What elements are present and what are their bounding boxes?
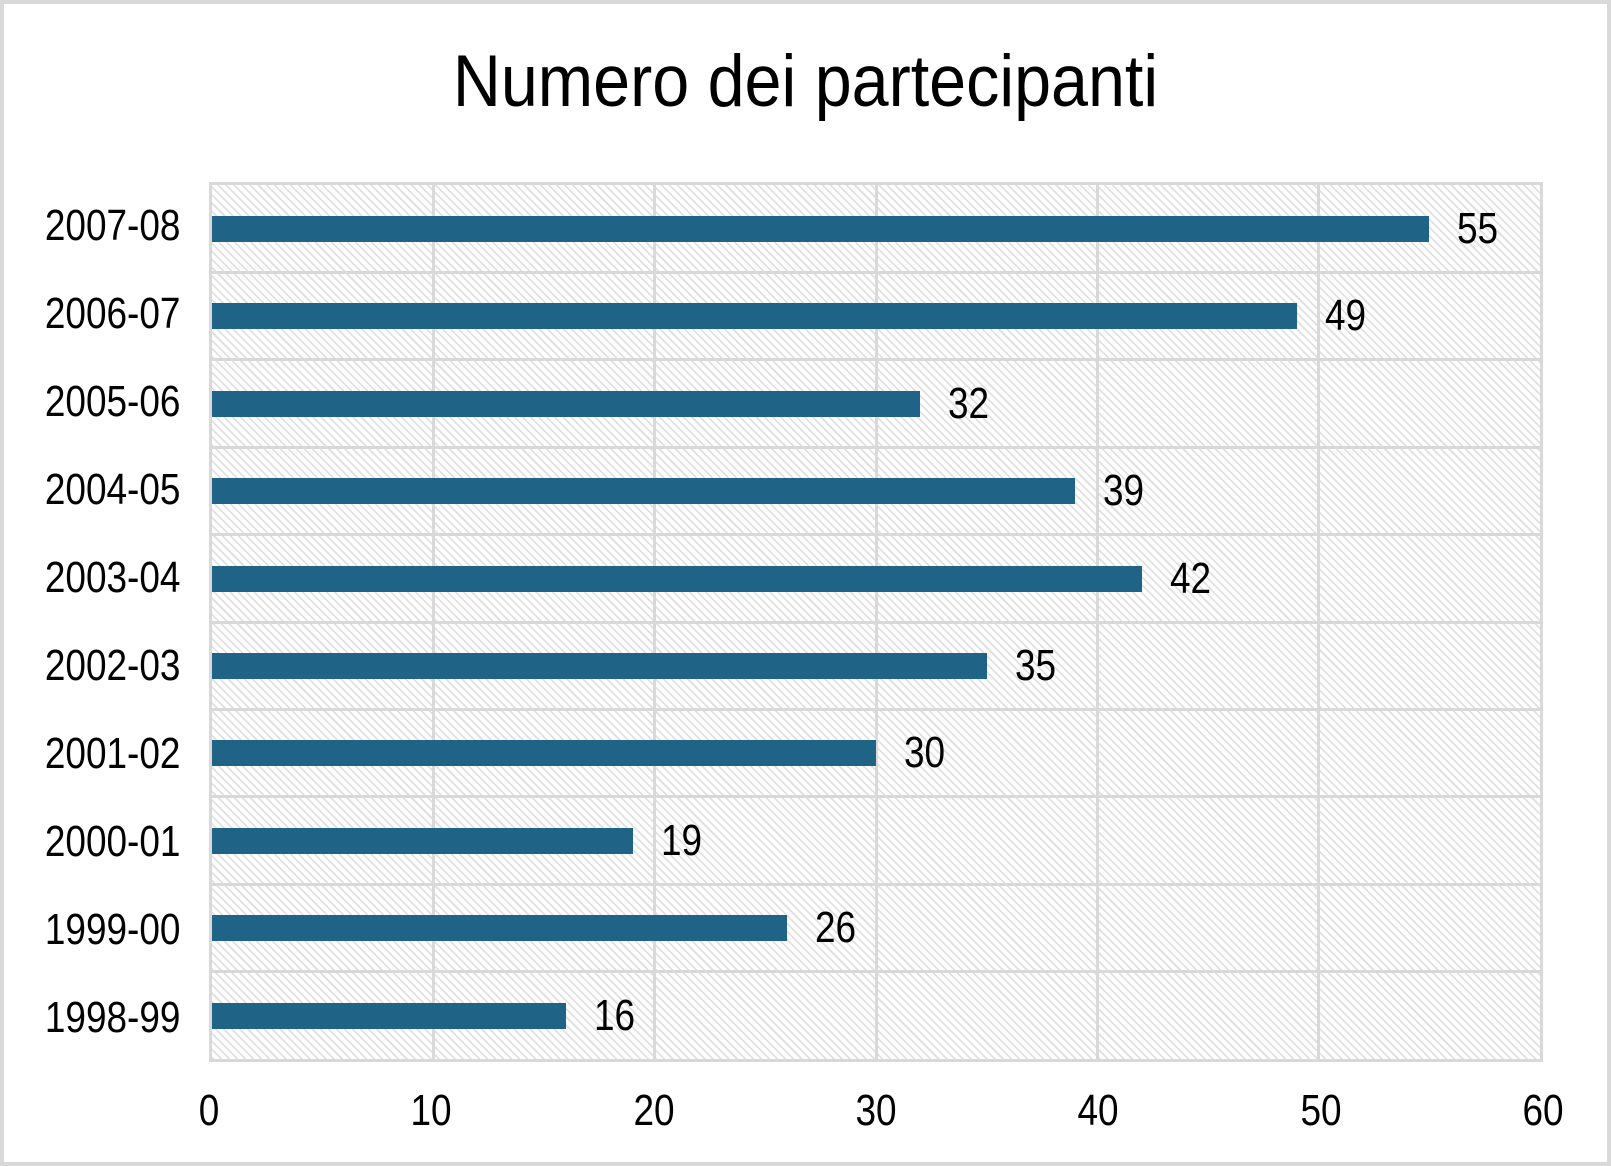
bar-value-label: 26 — [815, 906, 864, 950]
label-text: 42 — [1169, 553, 1211, 603]
horizontal-gridline — [212, 270, 1540, 274]
x-axis: 0 10 20 30 40 50 60 — [199, 1089, 1564, 1149]
bar — [212, 478, 1076, 505]
category-label: 1999-00 — [19, 908, 180, 952]
label-text: 30 — [904, 728, 946, 778]
category-label: 2000-01 — [19, 820, 180, 864]
bar-value-label: 55 — [1457, 207, 1506, 251]
bar — [212, 827, 633, 854]
label-text: 2000-01 — [44, 817, 180, 866]
label-text: 35 — [1014, 641, 1056, 690]
label-text: 60 — [1522, 1086, 1564, 1135]
label-text: 2007-08 — [44, 201, 180, 250]
horizontal-gridline — [212, 358, 1540, 362]
horizontal-gridline — [212, 707, 1540, 711]
bar — [212, 915, 788, 942]
label-text: 0 — [198, 1086, 220, 1135]
label-text: 40 — [1077, 1086, 1119, 1135]
label-text: 10 — [410, 1086, 452, 1135]
bar — [212, 565, 1142, 592]
label-text: 49 — [1324, 291, 1366, 341]
label-text: 26 — [815, 903, 857, 953]
horizontal-gridline — [212, 533, 1540, 537]
bar-value-label: 42 — [1169, 553, 1219, 603]
x-tick-label: 50 — [1296, 1089, 1345, 1133]
x-tick-label: 20 — [629, 1089, 678, 1133]
label-text: 2002-03 — [44, 641, 180, 690]
horizontal-gridline — [212, 795, 1540, 799]
label-text: 32 — [948, 378, 990, 428]
category-label: 2006-07 — [19, 292, 180, 336]
category-label: 2002-03 — [19, 644, 180, 688]
y-axis-labels: 2007-08 2006-07 2005-06 2004-05 2003-04 2002-… — [4, 182, 180, 1062]
x-tick-label: 0 — [197, 1089, 221, 1133]
plot-area: 55 49 32 39 42 35 30 19 26 16 — [209, 182, 1543, 1062]
bar-value-label: 32 — [948, 378, 997, 428]
x-tick-label: 60 — [1519, 1089, 1568, 1133]
label-text: 1998-99 — [44, 993, 180, 1042]
label-text: 2006-07 — [44, 289, 180, 338]
label-text: 16 — [594, 990, 636, 1040]
label-text: 30 — [855, 1086, 897, 1135]
bar — [212, 740, 876, 767]
x-tick-label: 10 — [407, 1089, 456, 1133]
label-text: 19 — [660, 815, 702, 865]
bar-value-label: 39 — [1103, 469, 1152, 513]
bar — [212, 1002, 567, 1029]
label-text: 20 — [633, 1086, 675, 1135]
bar — [212, 303, 1297, 330]
horizontal-gridline — [212, 620, 1540, 624]
bar-value-label: 30 — [904, 731, 953, 775]
category-label: 2004-05 — [19, 468, 180, 512]
label-text: 39 — [1103, 466, 1145, 516]
label-text: 2003-04 — [44, 553, 180, 602]
chart-title: Numero dei partecipanti — [4, 41, 1607, 122]
label-text: 2005-06 — [44, 377, 180, 426]
horizontal-gridline — [212, 882, 1540, 886]
bar-value-label: 49 — [1325, 294, 1374, 338]
bar-value-label: 16 — [594, 990, 643, 1040]
bar — [212, 390, 921, 417]
x-tick-label: 30 — [852, 1089, 901, 1133]
label-text: 50 — [1300, 1086, 1342, 1135]
label-text: 2001-02 — [44, 729, 180, 778]
category-label: 2001-02 — [19, 732, 180, 776]
bar — [212, 216, 1430, 242]
category-label: 1998-99 — [19, 996, 180, 1040]
chart-title-text: Numero dei partecipanti — [452, 41, 1159, 122]
category-label: 2007-08 — [19, 204, 180, 248]
bar-value-label: 35 — [1015, 644, 1064, 688]
label-text: 1999-00 — [44, 905, 180, 954]
bar — [212, 653, 987, 679]
horizontal-gridline — [212, 970, 1540, 974]
category-label: 2005-06 — [19, 380, 180, 424]
label-text: 2004-05 — [44, 465, 180, 514]
category-label: 2003-04 — [19, 556, 180, 600]
x-tick-label: 40 — [1074, 1089, 1123, 1133]
bar-value-label: 19 — [660, 815, 710, 865]
horizontal-gridline — [212, 445, 1540, 449]
label-text: 55 — [1457, 204, 1499, 253]
